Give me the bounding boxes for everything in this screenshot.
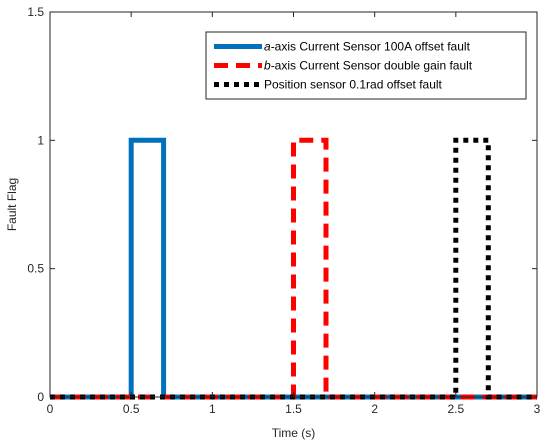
y-tick-label: 1 [37, 133, 44, 147]
x-tick-label: 0.5 [123, 402, 140, 416]
y-tick-label: 0 [37, 390, 44, 404]
y-tick-label: 0.5 [27, 262, 44, 276]
x-tick-label: 2.5 [447, 402, 464, 416]
x-tick-label: 2 [371, 402, 378, 416]
legend-label-3: Position sensor 0.1rad offset fault [264, 78, 443, 92]
tick-layer: 0 0.5 1 1.5 2 2.5 3 0 0.5 1 1.5 [27, 5, 540, 416]
legend-label-2: b-axis Current Sensor double gain fault [264, 59, 473, 73]
x-axis-title: Time (s) [272, 426, 316, 440]
legend: a-axis Current Sensor 100A offset fault b… [205, 31, 527, 100]
x-tick-label: 3 [534, 402, 541, 416]
legend-label-1: a-axis Current Sensor 100A offset fault [264, 40, 471, 54]
x-tick-label: 1 [209, 402, 216, 416]
y-tick-label: 1.5 [27, 5, 44, 19]
x-tick-label: 1.5 [285, 402, 302, 416]
x-tick-label: 0 [47, 402, 54, 416]
y-axis-title: Fault Flag [5, 178, 19, 231]
